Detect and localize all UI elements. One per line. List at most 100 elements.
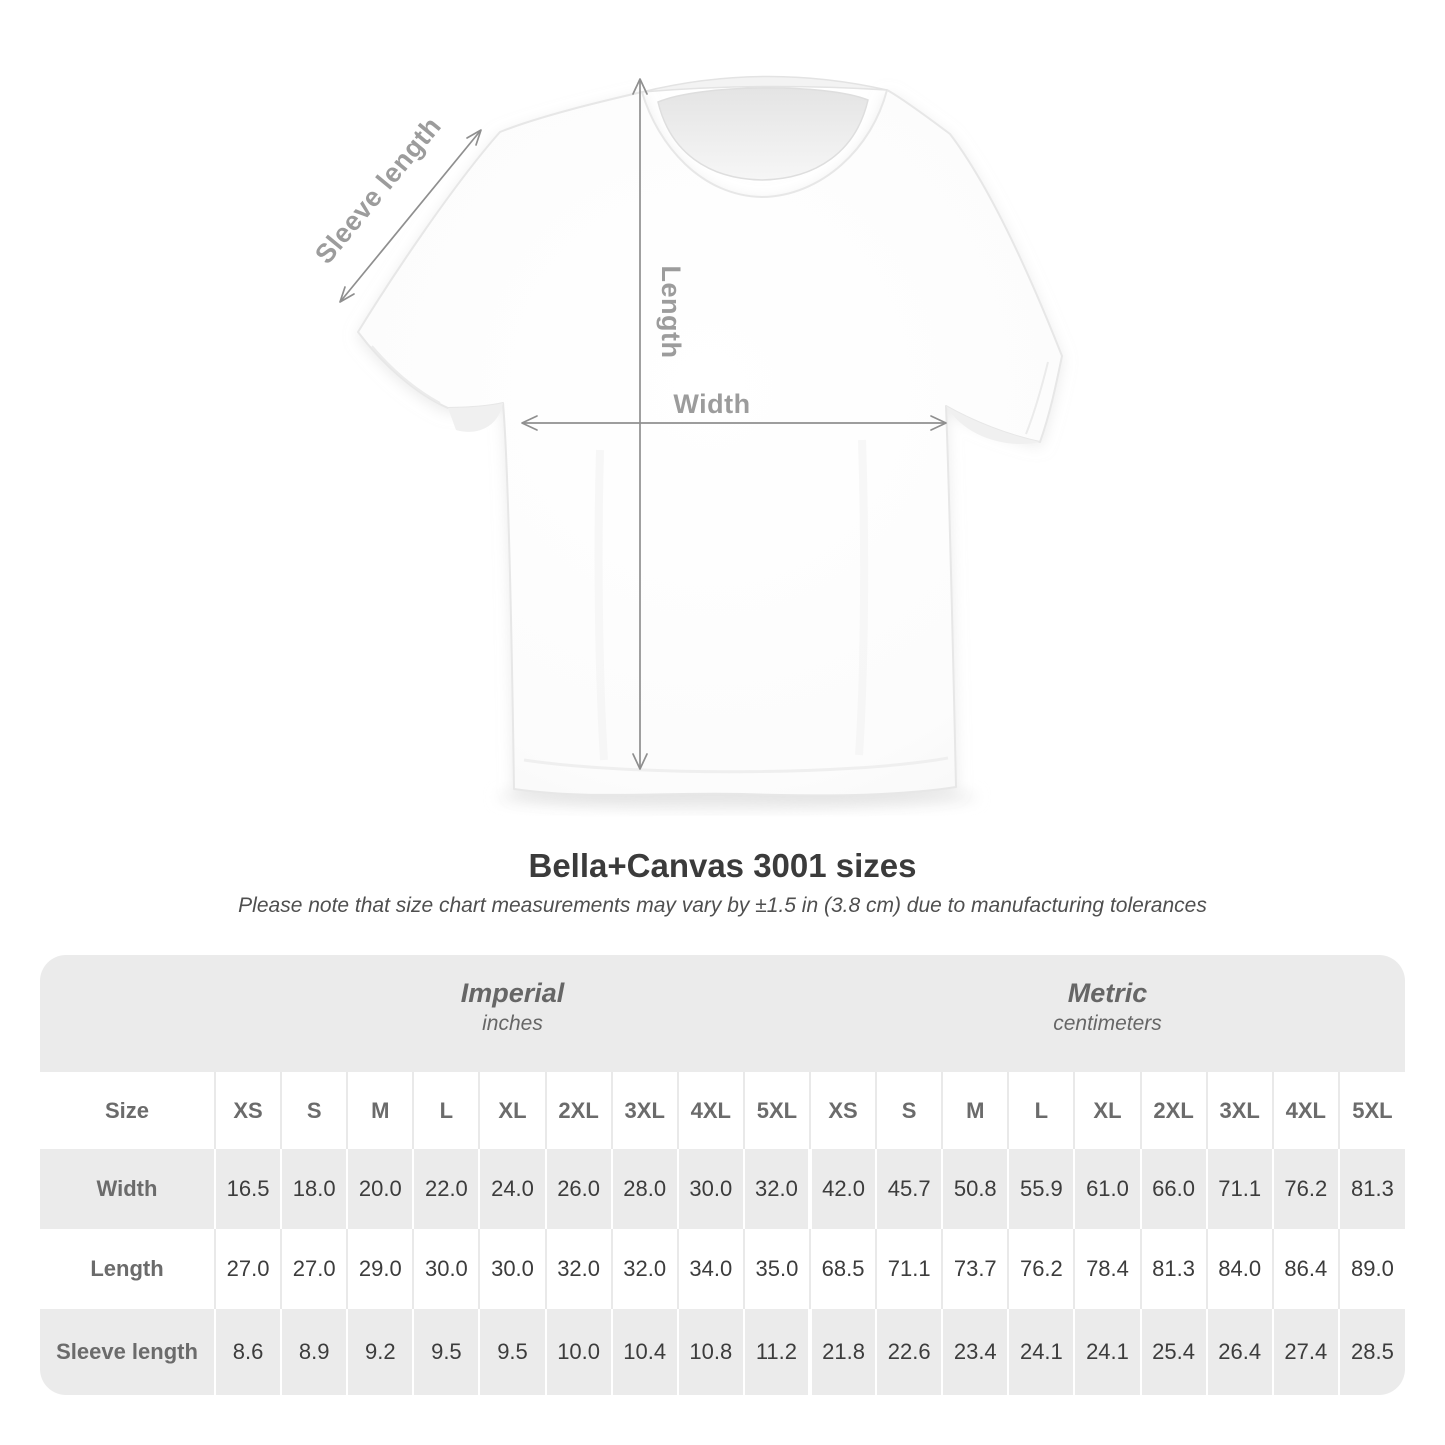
width-row-label: Width	[96, 1176, 158, 1201]
size-col-header-metric-l: L	[1007, 1072, 1075, 1149]
length-metric-5xl: 89.0	[1337, 1229, 1405, 1309]
size-col-header-metric-xl: XL	[1073, 1072, 1141, 1149]
size-col-header-metric-m: M	[941, 1072, 1009, 1149]
length-imperial-2xl: 32.0	[544, 1229, 612, 1309]
sleeve-length-metric-3xl: 26.4	[1205, 1309, 1273, 1395]
tshirt-body	[357, 89, 1063, 797]
size-col-header-metric-s: S	[875, 1072, 943, 1149]
size-header-label: Size	[104, 1097, 150, 1123]
sleeve-length-imperial-xl: 9.5	[478, 1309, 546, 1395]
sleeve-length-metric-2xl: 25.4	[1139, 1309, 1207, 1395]
length-label: Length	[656, 266, 686, 359]
length-row-label: Length	[90, 1256, 164, 1281]
unit-header-band: Imperial inches Metric centimeters	[40, 955, 1405, 1072]
width-imperial-5xl: 32.0	[742, 1149, 810, 1229]
sleeve-length-metric-m: 23.4	[941, 1309, 1009, 1395]
width-imperial-xl: 24.0	[478, 1149, 546, 1229]
sleeve-length-imperial-s: 8.9	[280, 1309, 348, 1395]
tolerance-note: Please note that size chart measurements…	[238, 894, 1207, 917]
metric-section-header: Metric centimeters	[810, 955, 1405, 1072]
sleeve-length-metric-5xl: 28.5	[1337, 1309, 1405, 1395]
width-metric-s: 45.7	[875, 1149, 943, 1229]
width-arrow	[521, 415, 947, 431]
length-imperial-l: 30.0	[412, 1229, 480, 1309]
length-imperial-xs: 27.0	[213, 1229, 282, 1309]
width-imperial-3xl: 28.0	[610, 1149, 678, 1229]
width-imperial-s: 18.0	[280, 1149, 348, 1229]
sleeve-length-arrow	[339, 129, 482, 303]
length-row: Length 27.0 27.0 29.0 30.0 30.0 32.0 32.0 34.0 35…	[40, 1229, 1405, 1309]
sleeve-length-row-label: Sleeve length	[56, 1339, 198, 1364]
length-metric-m: 73.7	[941, 1229, 1009, 1309]
length-imperial-m: 29.0	[346, 1229, 414, 1309]
imperial-section-unit: inches	[482, 1012, 543, 1035]
width-metric-3xl: 71.1	[1205, 1149, 1273, 1229]
size-col-header-imperial-l: L	[412, 1072, 480, 1149]
width-row: Width 16.5 18.0 20.0 22.0 24.0 26.0 28.0 30.0 32.…	[40, 1149, 1405, 1229]
sleeve-length-imperial-3xl: 10.4	[610, 1309, 678, 1395]
size-col-header-imperial-xl: XL	[478, 1072, 546, 1149]
page-title: Bella+Canvas 3001 sizes	[528, 847, 917, 884]
length-imperial-s: 27.0	[280, 1229, 348, 1309]
sleeve-length-metric-xs: 21.8	[807, 1309, 877, 1395]
size-col-header-imperial-s: S	[280, 1072, 348, 1149]
width-metric-2xl: 66.0	[1139, 1149, 1207, 1229]
width-imperial-2xl: 26.0	[544, 1149, 612, 1229]
size-col-header-metric-2xl: 2XL	[1139, 1072, 1207, 1149]
tshirt-neck-opening	[657, 87, 869, 181]
length-imperial-xl: 30.0	[478, 1229, 546, 1309]
length-metric-3xl: 84.0	[1205, 1229, 1273, 1309]
sleeve-length-imperial-2xl: 10.0	[544, 1309, 612, 1395]
metric-section-title: Metric	[1067, 978, 1148, 1008]
metric-section-unit: centimeters	[1053, 1012, 1162, 1035]
length-metric-s: 71.1	[875, 1229, 943, 1309]
length-arrow	[632, 78, 648, 770]
size-col-header-metric-3xl: 3XL	[1205, 1072, 1273, 1149]
length-metric-4xl: 86.4	[1271, 1229, 1339, 1309]
size-header-row: Size XS S M L XL 2XL 3XL 4XL 5XL XS S M L XL 2XL 3XL 4XL 5…	[40, 1072, 1405, 1149]
size-measurements-table: Size XS S M L XL 2XL 3XL 4XL 5XL XS S M L XL 2XL 3XL 4XL 5…	[40, 1072, 1405, 1395]
sleeve-length-metric-l: 24.1	[1007, 1309, 1075, 1395]
size-table: Imperial inches Metric centimeters Size X…	[40, 955, 1405, 1395]
sleeve-length-metric-4xl: 27.4	[1271, 1309, 1339, 1395]
sleeve-length-imperial-m: 9.2	[346, 1309, 414, 1395]
length-imperial-4xl: 34.0	[676, 1229, 744, 1309]
width-metric-m: 50.8	[941, 1149, 1009, 1229]
length-metric-xs: 68.5	[808, 1229, 877, 1309]
tshirt-illustration	[357, 75, 1063, 797]
width-metric-l: 55.9	[1007, 1149, 1075, 1229]
imperial-section-title: Imperial	[460, 978, 565, 1008]
length-imperial-3xl: 32.0	[610, 1229, 678, 1309]
size-col-header-imperial-3xl: 3XL	[610, 1072, 678, 1149]
length-metric-xl: 78.4	[1073, 1229, 1141, 1309]
width-metric-xl: 61.0	[1073, 1149, 1141, 1229]
size-col-header-imperial-m: M	[346, 1072, 414, 1149]
length-metric-l: 76.2	[1007, 1229, 1075, 1309]
tshirt-shading	[371, 345, 1049, 774]
length-metric-2xl: 81.3	[1139, 1229, 1207, 1309]
size-col-header-imperial-4xl: 4XL	[676, 1072, 744, 1149]
size-col-header-metric-4xl: 4XL	[1271, 1072, 1339, 1149]
width-imperial-m: 20.0	[346, 1149, 414, 1229]
size-col-header-metric-xs: XS	[808, 1072, 877, 1149]
width-imperial-l: 22.0	[412, 1149, 480, 1229]
size-col-header-imperial-2xl: 2XL	[544, 1072, 612, 1149]
sleeve-length-imperial-l: 9.5	[412, 1309, 480, 1395]
sleeve-length-row: Sleeve length 8.6 8.9 9.2 9.5 9.5 10.0 10.4 10.8…	[40, 1309, 1405, 1395]
imperial-section-header: Imperial inches	[215, 955, 810, 1072]
sleeve-length-metric-s: 22.6	[875, 1309, 943, 1395]
unit-header-spacer	[40, 955, 215, 1072]
sleeve-length-metric-xl: 24.1	[1073, 1309, 1141, 1395]
size-col-header-imperial-5xl: 5XL	[742, 1072, 810, 1149]
length-imperial-5xl: 35.0	[742, 1229, 810, 1309]
sleeve-length-imperial-xs: 8.6	[213, 1309, 282, 1395]
width-imperial-4xl: 30.0	[676, 1149, 744, 1229]
width-metric-4xl: 76.2	[1271, 1149, 1339, 1229]
sleeve-length-imperial-5xl: 11.2	[742, 1309, 810, 1395]
sleeve-length-imperial-4xl: 10.8	[676, 1309, 744, 1395]
size-col-header-metric-5xl: 5XL	[1337, 1072, 1405, 1149]
width-metric-5xl: 81.3	[1337, 1149, 1405, 1229]
size-col-header-imperial-xs: XS	[213, 1072, 282, 1149]
tshirt-measurement-diagram: Sleeve length Length Width	[309, 75, 1063, 810]
